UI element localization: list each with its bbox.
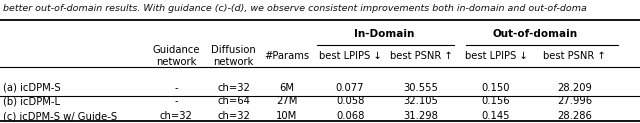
Text: (b) icDPM-L: (b) icDPM-L [3,96,60,107]
Text: ch=32: ch=32 [159,111,193,121]
Text: 10M: 10M [276,111,298,121]
Text: 32.105: 32.105 [404,96,438,107]
Text: -: - [174,83,178,93]
Text: 28.209: 28.209 [557,83,592,93]
Text: 31.298: 31.298 [404,111,438,121]
Text: -: - [174,96,178,107]
Text: better out-of-domain results. With guidance (c)-(d), we observe consistent impro: better out-of-domain results. With guida… [3,4,587,13]
Text: Guidance
network: Guidance network [152,45,200,67]
Text: 27.996: 27.996 [557,96,592,107]
Text: #Params: #Params [264,51,309,61]
Text: 0.145: 0.145 [482,111,510,121]
Text: Out-of-domain: Out-of-domain [492,29,578,39]
Text: 0.058: 0.058 [336,96,364,107]
Text: 0.150: 0.150 [482,83,510,93]
Text: Diffusion
network: Diffusion network [211,45,256,67]
Text: (c) icDPM-S w/ Guide-S: (c) icDPM-S w/ Guide-S [3,111,116,121]
Text: 0.077: 0.077 [336,83,364,93]
Text: 0.156: 0.156 [482,96,510,107]
Text: 30.555: 30.555 [404,83,438,93]
Text: (a) icDPM-S: (a) icDPM-S [3,83,60,93]
Text: ch=32: ch=32 [217,111,250,121]
Text: best PSNR ↑: best PSNR ↑ [390,51,452,61]
Text: ch=64: ch=64 [217,96,250,107]
Text: best PSNR ↑: best PSNR ↑ [543,51,606,61]
Text: ch=32: ch=32 [217,83,250,93]
Text: 6M: 6M [279,83,294,93]
Text: best LPIPS ↓: best LPIPS ↓ [319,51,381,61]
Text: 0.068: 0.068 [336,111,364,121]
Text: 28.286: 28.286 [557,111,592,121]
Text: In-Domain: In-Domain [354,29,414,39]
Text: 27M: 27M [276,96,298,107]
Text: best LPIPS ↓: best LPIPS ↓ [465,51,527,61]
